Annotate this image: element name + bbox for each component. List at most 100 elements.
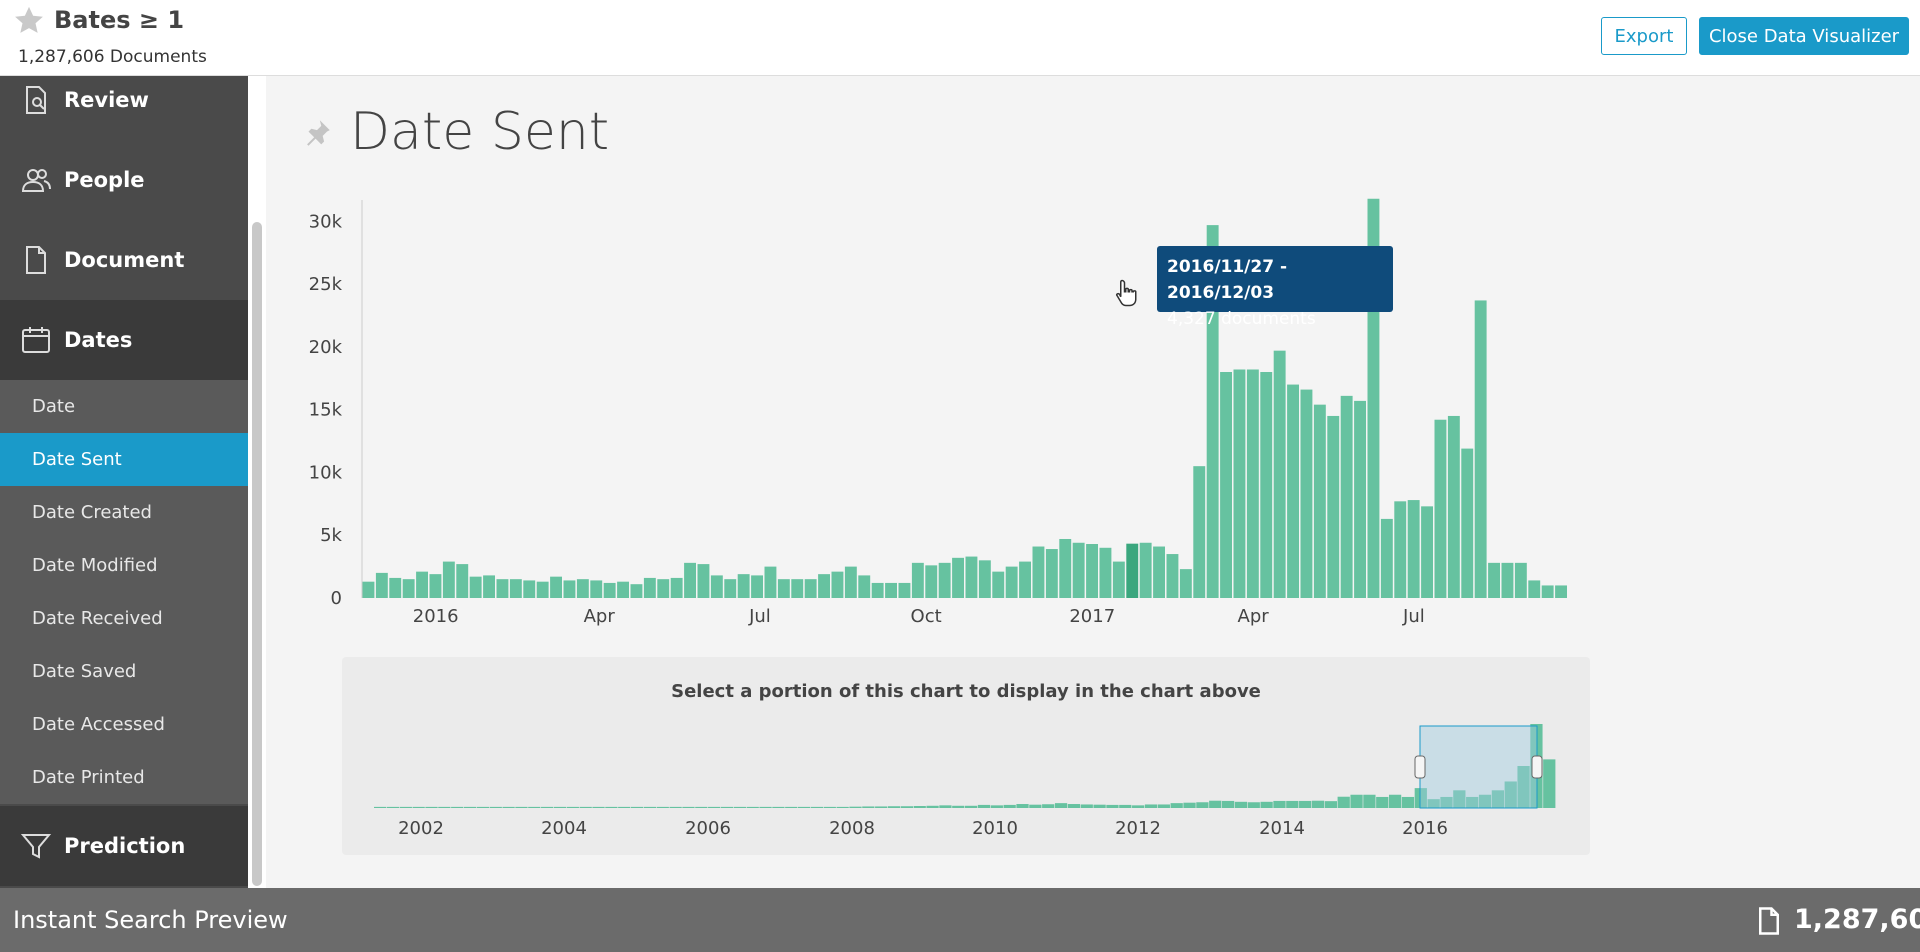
chart-bar[interactable]: [456, 564, 469, 598]
chart-bar[interactable]: [751, 575, 763, 598]
chart-bar[interactable]: [1246, 369, 1259, 598]
sidebar-subitem-date-received[interactable]: Date Received: [0, 592, 248, 645]
chart-bar[interactable]: [563, 580, 576, 598]
chart-bar[interactable]: [1501, 562, 1514, 598]
chart-bar[interactable]: [1354, 400, 1366, 598]
chart-bar[interactable]: [1327, 415, 1340, 598]
sidebar-subitem-date-printed[interactable]: Date Printed: [0, 751, 248, 804]
chart-bar[interactable]: [1019, 561, 1031, 598]
chart-bar[interactable]: [737, 574, 750, 598]
chart-bar[interactable]: [1193, 466, 1206, 598]
navigator-selection[interactable]: [1419, 725, 1538, 809]
chart-bar[interactable]: [657, 579, 670, 598]
chart-bar[interactable]: [1528, 580, 1541, 598]
chart-bar[interactable]: [1287, 384, 1299, 598]
chart-bar[interactable]: [871, 582, 884, 598]
chart-bar[interactable]: [885, 582, 897, 598]
sidebar-item-review[interactable]: Review: [0, 76, 248, 140]
chart-bar[interactable]: [978, 560, 991, 598]
sidebar-subitem-date-saved[interactable]: Date Saved: [0, 645, 248, 698]
chart-bar[interactable]: [630, 584, 643, 598]
chart-bar[interactable]: [1072, 542, 1085, 598]
chart-bar[interactable]: [818, 574, 830, 598]
chart-bar[interactable]: [590, 580, 603, 598]
chart-bar[interactable]: [1112, 561, 1125, 598]
chart-bar[interactable]: [1514, 562, 1527, 598]
date-sent-chart[interactable]: 0 5k 10k 15k 20k 25k 30k 2016 Apr Jul Oct 2017 Apr Ju…: [290, 190, 1590, 630]
chart-bar[interactable]: [1032, 546, 1045, 598]
chart-bar[interactable]: [1166, 554, 1179, 598]
chart-bar[interactable]: [670, 577, 683, 598]
chart-bar[interactable]: [831, 571, 844, 598]
chart-bar[interactable]: [442, 561, 455, 598]
chart-bar[interactable]: [1367, 198, 1380, 598]
chart-bar[interactable]: [1099, 547, 1112, 598]
chart-bar[interactable]: [1380, 518, 1393, 598]
chart-bar[interactable]: [576, 579, 589, 598]
chart-bar[interactable]: [724, 579, 737, 598]
export-button[interactable]: Export: [1601, 17, 1687, 55]
instant-search-preview-bar[interactable]: Instant Search Preview 1,287,606: [0, 888, 1920, 952]
chart-bar[interactable]: [1488, 562, 1500, 598]
chart-bar[interactable]: [777, 579, 790, 598]
chart-bar[interactable]: [1273, 350, 1286, 598]
chart-bar[interactable]: [429, 574, 442, 598]
sidebar-item-prediction[interactable]: Prediction: [0, 806, 248, 886]
sidebar-subitem-date-modified[interactable]: Date Modified: [0, 539, 248, 592]
sidebar-item-dates[interactable]: Dates: [0, 300, 248, 380]
chart-bar[interactable]: [1461, 448, 1474, 598]
close-data-visualizer-button[interactable]: Close Data Visualizer: [1699, 17, 1909, 55]
chart-bar[interactable]: [389, 577, 402, 598]
chart-bar[interactable]: [1220, 372, 1232, 598]
chart-bar[interactable]: [509, 579, 522, 598]
navigator-handle[interactable]: [1414, 755, 1426, 779]
chart-bar[interactable]: [1434, 419, 1447, 598]
chart-bar[interactable]: [1153, 546, 1165, 598]
navigator-chart[interactable]: 2002 2004 2006 2008 2010 2012 2014 2016: [342, 720, 1590, 850]
chart-bar[interactable]: [952, 557, 964, 598]
chart-bar[interactable]: [1474, 300, 1487, 598]
scrollbar-thumb[interactable]: [252, 222, 262, 886]
chart-bar[interactable]: [1126, 543, 1139, 598]
chart-bar[interactable]: [617, 581, 629, 598]
chart-bar[interactable]: [1233, 369, 1246, 598]
chart-bar[interactable]: [496, 579, 509, 598]
chart-bar[interactable]: [1179, 569, 1192, 598]
sidebar-subitem-date-created[interactable]: Date Created: [0, 486, 248, 539]
chart-bar[interactable]: [965, 556, 978, 598]
chart-bar[interactable]: [1059, 538, 1072, 598]
chart-bar[interactable]: [844, 566, 857, 598]
chart-bar[interactable]: [402, 579, 415, 598]
chart-bar[interactable]: [1421, 506, 1433, 598]
chart-bar[interactable]: [938, 562, 951, 598]
chart-bar[interactable]: [1394, 501, 1407, 598]
chart-bar[interactable]: [697, 564, 710, 598]
chart-bar[interactable]: [469, 576, 482, 598]
chart-bar[interactable]: [898, 582, 911, 598]
chart-bar[interactable]: [483, 575, 495, 598]
chart-bar[interactable]: [1313, 404, 1326, 598]
chart-bar[interactable]: [684, 562, 696, 598]
chart-bar[interactable]: [1340, 395, 1353, 598]
chart-bar[interactable]: [1086, 544, 1098, 598]
chart-bar[interactable]: [1139, 542, 1152, 598]
chart-bar[interactable]: [804, 579, 817, 598]
sidebar-item-document[interactable]: Document: [0, 220, 248, 300]
sidebar-subitem-date[interactable]: Date: [0, 380, 248, 433]
chart-bar[interactable]: [1300, 389, 1313, 598]
sidebar-subitem-date-accessed[interactable]: Date Accessed: [0, 698, 248, 751]
pin-icon[interactable]: [300, 116, 334, 150]
navigator-handle[interactable]: [1531, 755, 1543, 779]
chart-bar[interactable]: [925, 565, 938, 598]
chart-bar[interactable]: [550, 576, 562, 598]
chart-bar[interactable]: [375, 572, 388, 598]
star-icon[interactable]: [12, 4, 46, 38]
chart-bar[interactable]: [1555, 585, 1567, 598]
chart-bar[interactable]: [523, 580, 536, 598]
chart-bar[interactable]: [791, 579, 804, 598]
chart-bar[interactable]: [1447, 415, 1460, 598]
chart-bar[interactable]: [710, 575, 723, 598]
chart-bar[interactable]: [1260, 372, 1273, 598]
sidebar-subitem-date-sent[interactable]: Date Sent: [0, 433, 248, 486]
chart-bar[interactable]: [643, 577, 656, 598]
